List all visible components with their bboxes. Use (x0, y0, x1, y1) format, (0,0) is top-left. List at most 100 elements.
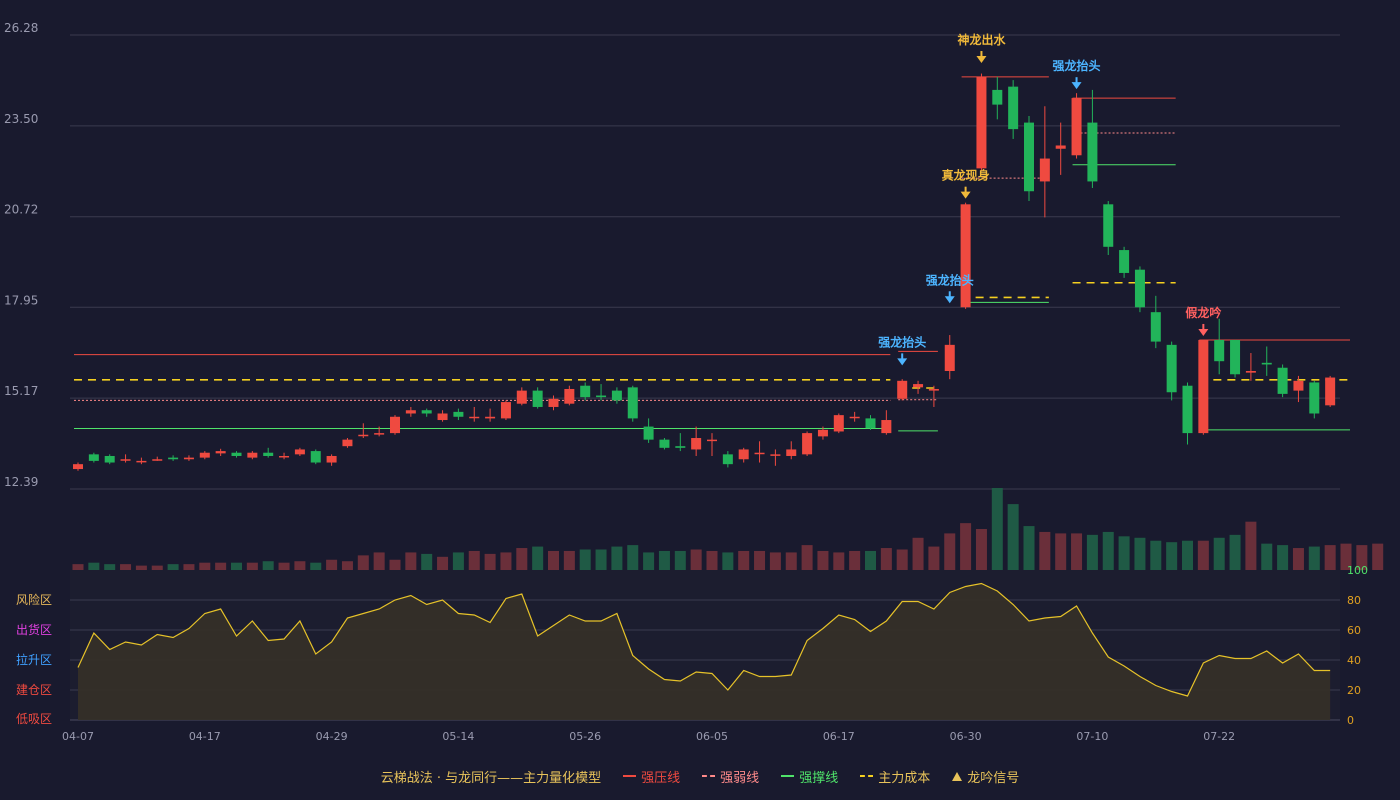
volume-bar (960, 523, 972, 570)
volume-bar (72, 564, 84, 570)
candle-body (120, 459, 131, 461)
volume-bar (373, 552, 385, 570)
candle-body (199, 452, 210, 458)
volume-bar (1039, 531, 1051, 570)
x-tick-label: 06-17 (823, 730, 855, 743)
arrow-down-icon (960, 191, 971, 199)
candle (1071, 93, 1082, 159)
signal-label: 强龙抬头 (1053, 58, 1101, 73)
candle-body (1024, 122, 1034, 192)
candle (611, 387, 622, 404)
volume-bar (1340, 543, 1352, 570)
candle (358, 423, 369, 439)
candle-body (279, 455, 290, 458)
volume-bar (595, 549, 607, 570)
candle (500, 400, 511, 421)
candle (310, 449, 321, 465)
candle-body (976, 76, 987, 169)
x-tick-label: 07-22 (1203, 730, 1235, 743)
zone-label: 风险区 (16, 592, 52, 607)
candle-body (1055, 145, 1066, 149)
volume-bar (896, 549, 908, 570)
candle (564, 385, 575, 406)
volume-bar (1071, 533, 1083, 570)
candle-body (1166, 344, 1177, 393)
candle (976, 73, 987, 172)
volume-bar (357, 555, 369, 570)
signal-marker: 强龙抬头 (1053, 58, 1101, 90)
volume-bar (405, 552, 417, 570)
volume-bar (1086, 534, 1098, 570)
candle-body (437, 413, 448, 421)
candle (707, 433, 717, 456)
legend-item-main-cost[interactable]: 主力成本 (860, 767, 930, 786)
candle (294, 447, 305, 456)
volume-bar (690, 549, 702, 570)
volume-bar (468, 550, 480, 570)
volume-bar (215, 562, 227, 570)
candle-body (358, 434, 369, 437)
x-tick-label: 04-29 (316, 730, 348, 743)
legend-swatch (781, 775, 795, 777)
candle (532, 387, 543, 409)
volume-bar (643, 552, 655, 570)
candle-body (897, 380, 908, 399)
volume-bar (310, 562, 322, 570)
candle-body (183, 457, 194, 460)
volume-bar (1277, 545, 1289, 570)
candle (120, 454, 131, 463)
candle (1325, 375, 1336, 407)
volume-bar (769, 552, 781, 570)
candle-body (849, 416, 860, 419)
candle-body (564, 388, 575, 404)
candle (1150, 295, 1161, 349)
candle (928, 385, 939, 407)
x-tick-label: 05-14 (442, 730, 474, 743)
candle (1277, 364, 1288, 398)
volume-bar (944, 533, 956, 570)
candle-body (659, 439, 670, 448)
indicator-area (78, 583, 1331, 720)
candle (802, 431, 813, 456)
indicator-tick-label: 80 (1347, 594, 1361, 607)
candle-body (596, 395, 607, 398)
volume-bar (278, 562, 290, 570)
volume-bar (104, 564, 116, 570)
volume-bar (658, 550, 670, 570)
candle (580, 382, 591, 401)
candle-body (1325, 377, 1336, 406)
candle (405, 406, 416, 417)
signal-marker: 神龙出水 (957, 32, 1006, 64)
legend-title: 云梯战法 · 与龙同行——主力量化模型 (380, 770, 602, 786)
x-tick-label: 05-26 (569, 730, 601, 743)
candle-body (944, 344, 955, 372)
legend-item-strong-pressure[interactable]: 强压线 (623, 767, 680, 786)
candle (1103, 201, 1114, 255)
volume-bar (991, 488, 1003, 570)
candle-body (342, 439, 353, 447)
candle (643, 418, 654, 443)
candle-body (817, 429, 828, 437)
candle-body (263, 452, 274, 456)
candle (738, 447, 749, 463)
volume-bar (1197, 540, 1209, 570)
volume-bar (754, 550, 766, 570)
legend-item-strong-support[interactable]: 强撑线 (781, 767, 838, 786)
volume-bar (833, 552, 845, 570)
candle-body (643, 426, 654, 440)
candle (897, 379, 908, 401)
candle-body (168, 457, 179, 460)
arrow-down-icon (1198, 328, 1209, 336)
volume-bar (199, 562, 211, 570)
legend-item-strong-weak[interactable]: 强弱线 (702, 767, 759, 786)
arrow-down-icon (976, 56, 987, 64)
legend-item-dragon-signal[interactable]: 龙吟信号 (952, 767, 1019, 786)
candle (675, 433, 686, 452)
volume-bar (246, 562, 258, 570)
volume-bar (801, 545, 813, 570)
signal-label: 强龙抬头 (878, 334, 926, 349)
volume-bar (1118, 536, 1130, 570)
volume-bar (183, 564, 195, 570)
candle-body (1039, 158, 1050, 182)
signal-marker: 强龙抬头 (926, 272, 974, 304)
